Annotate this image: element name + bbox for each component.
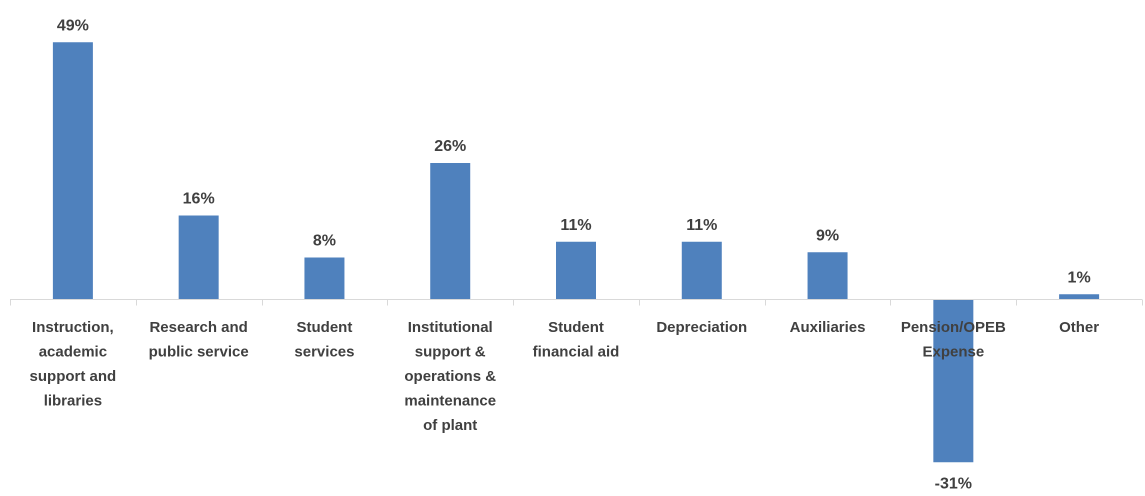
category-label: Pension/OPEB Expense — [901, 319, 1006, 361]
data-label: -31% — [935, 475, 972, 492]
bar — [807, 252, 848, 300]
data-label: 8% — [313, 233, 336, 250]
bar — [178, 215, 219, 300]
category-labels: Instruction, academic support and libraries… — [30, 319, 1100, 434]
axis-ticks — [10, 299, 1143, 306]
category-label: Research and public service — [149, 319, 249, 361]
value-labels: 49% 16% 8% 26% 11% 11% 9% -31% 1% — [57, 17, 1091, 492]
data-label: 11% — [686, 217, 717, 234]
category-label: Depreciation — [656, 319, 747, 336]
bar — [1059, 294, 1100, 300]
category-label: Auxiliaries — [790, 319, 866, 336]
bar — [52, 42, 93, 300]
category-label: Student financial aid — [533, 319, 620, 361]
bar — [681, 241, 722, 300]
data-label: 49% — [57, 17, 89, 34]
data-label: 9% — [816, 227, 839, 244]
data-label: 16% — [183, 191, 215, 208]
category-label: Instruction, academic support and libraries — [30, 319, 117, 410]
bar — [430, 163, 471, 300]
data-label: 26% — [434, 138, 466, 155]
category-label: Institutional support & operations & mainte… — [404, 319, 496, 434]
data-label: 1% — [1068, 269, 1091, 286]
bars — [52, 42, 1100, 463]
bar — [304, 257, 345, 300]
bar — [556, 241, 596, 300]
bar — [933, 299, 974, 463]
category-label: Student services — [294, 319, 354, 361]
data-label: 11% — [560, 217, 591, 234]
category-label: Other — [1059, 319, 1099, 336]
